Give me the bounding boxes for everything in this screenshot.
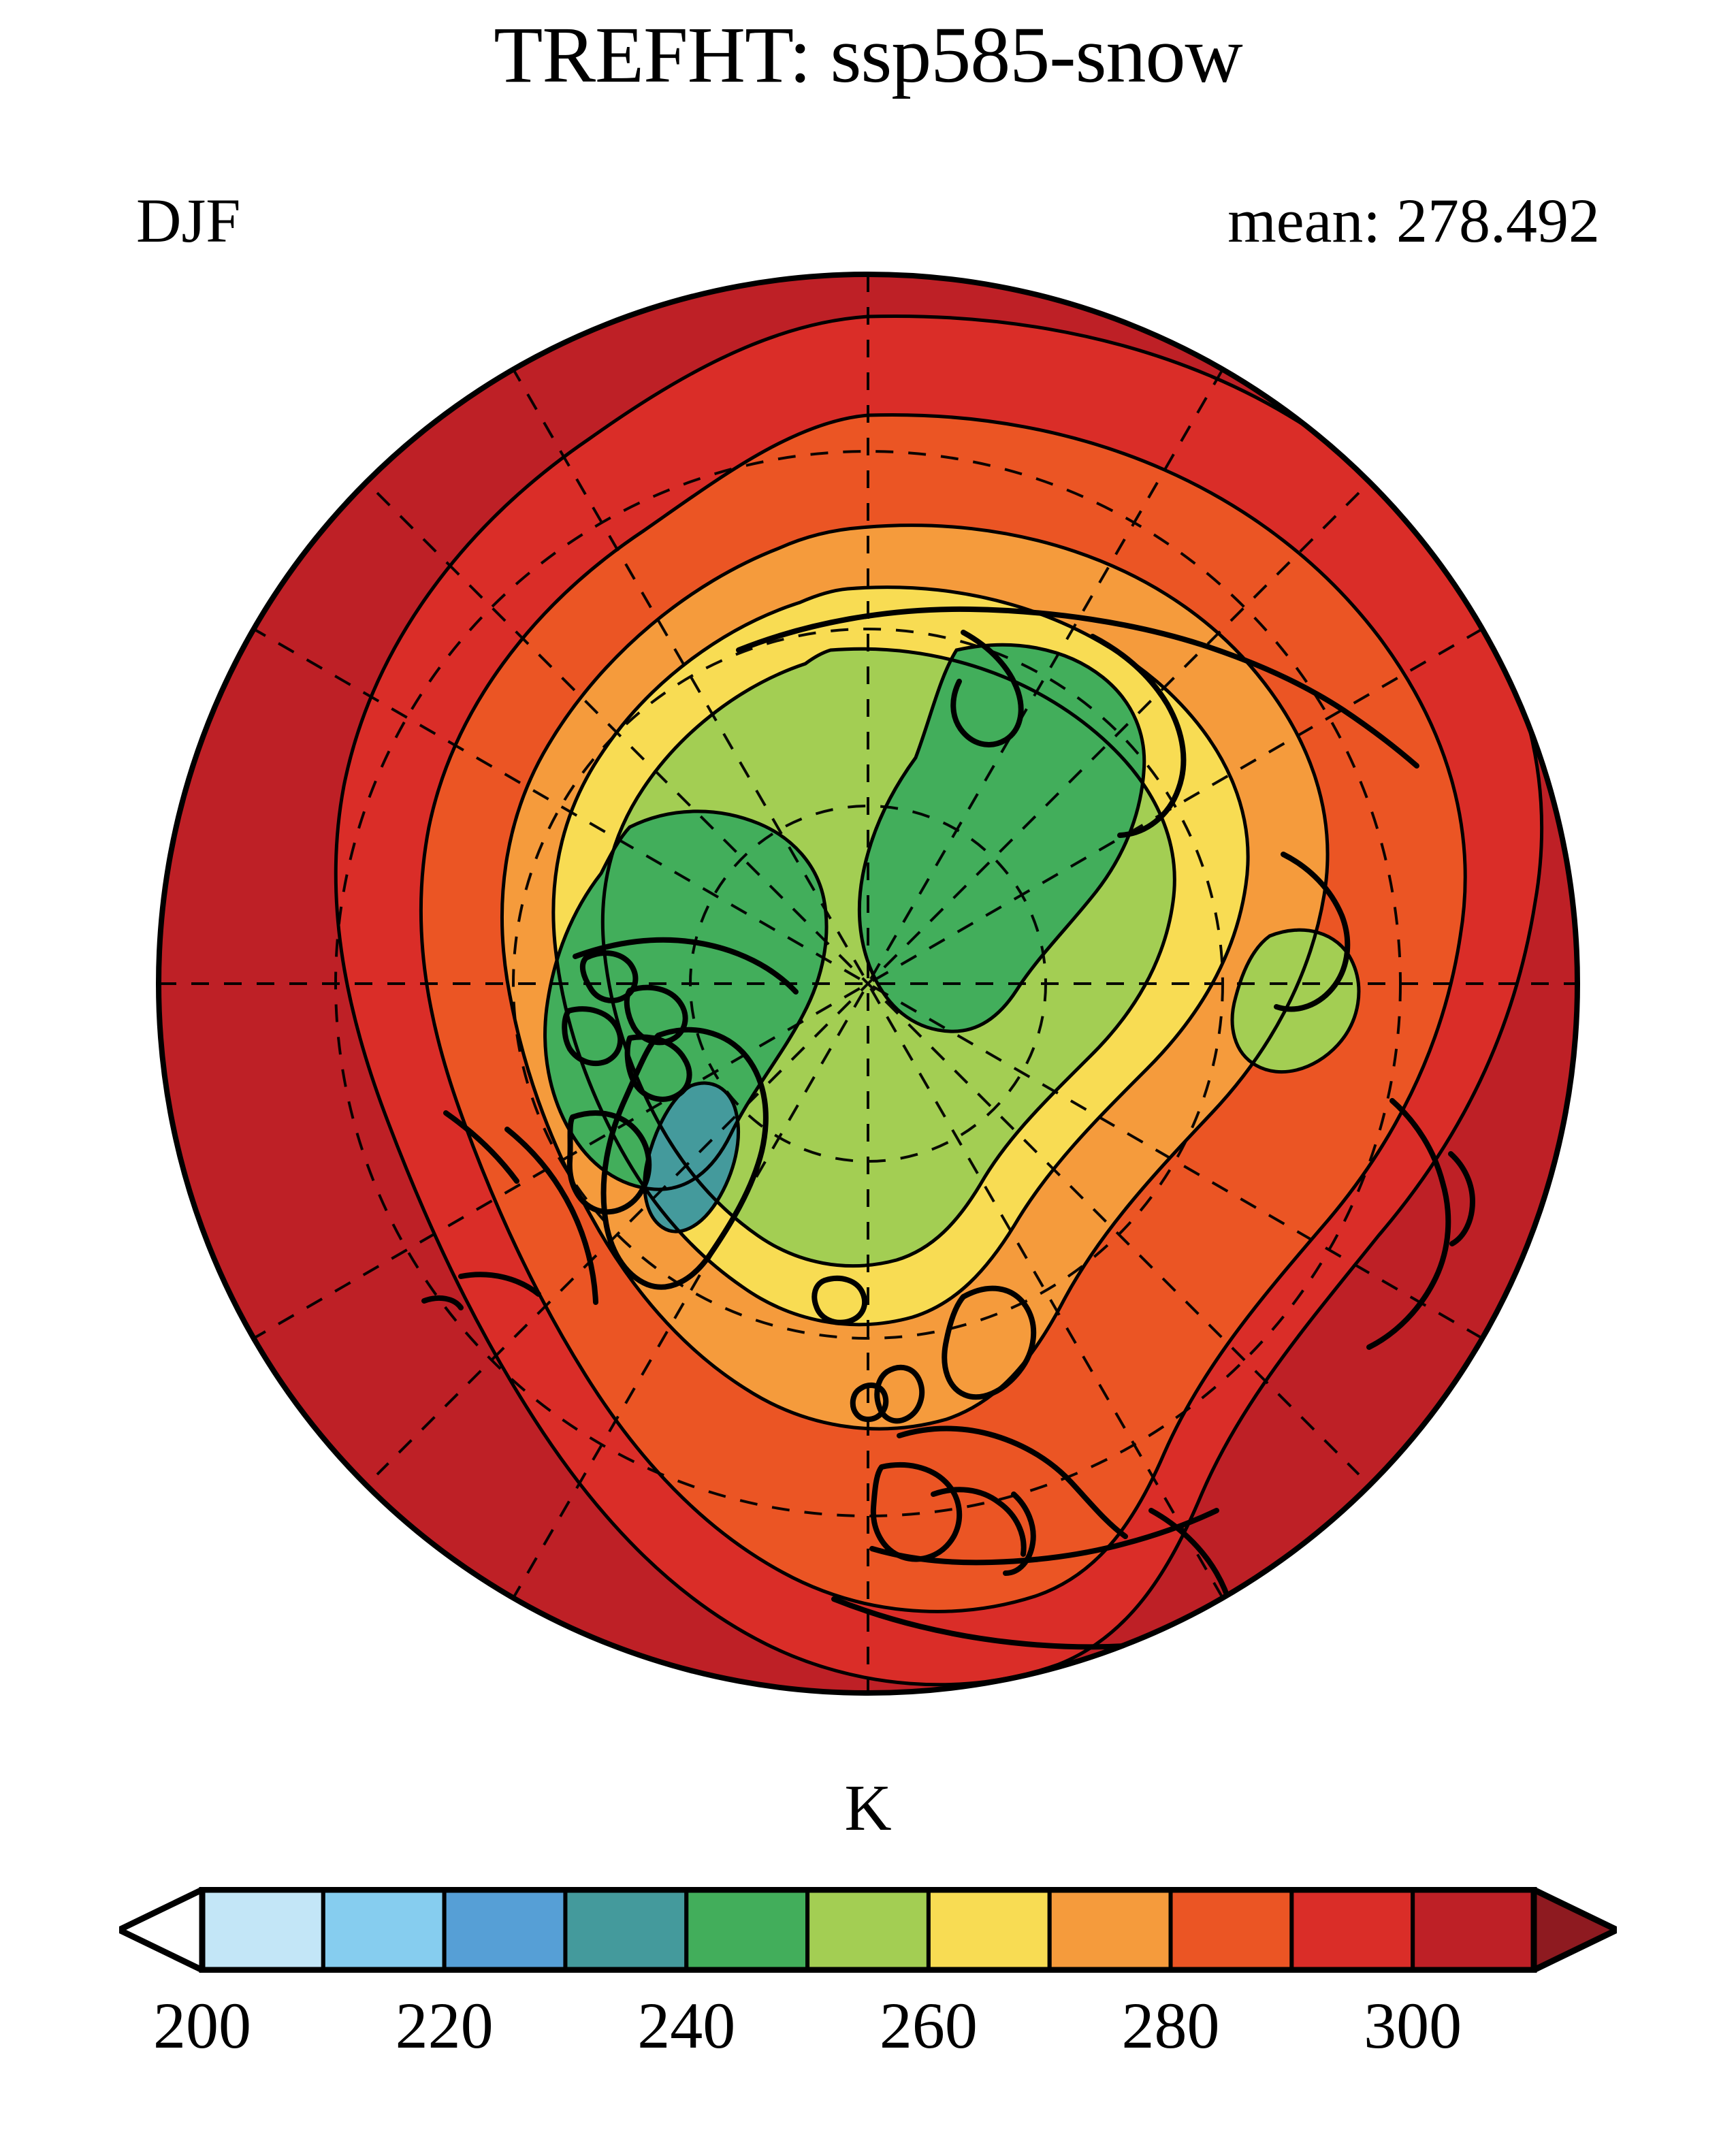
contour-band-250-260-east (1232, 930, 1359, 1072)
contour-band-240-250-siberia (859, 645, 1144, 1032)
colorbar-tick-200: 200 (153, 1989, 251, 2062)
colorbar-tick-300: 300 (1364, 1989, 1462, 2062)
colorbar-band-300-310[interactable] (1411, 1888, 1536, 1972)
colorbar-frame (199, 1887, 1537, 1973)
latitude-circle-40 (512, 628, 1224, 1340)
colorbar-tick-280: 280 (1121, 1989, 1220, 2062)
colorbar-bands[interactable] (200, 1888, 1536, 1972)
colorbar-band-260-270[interactable] (926, 1888, 1052, 1972)
colorbar-over-arrow (1530, 1887, 1617, 1973)
contour-fill-layer (159, 274, 1577, 1693)
colorbar-tick-220: 220 (395, 1989, 494, 2062)
colorbar-tick-labels: 200 220 240 260 280 300 (0, 1993, 1736, 2082)
colorbar-band-250-260[interactable] (805, 1888, 931, 1972)
contour-band-230-240-ice-core (644, 1083, 739, 1232)
polar-stereographic-map (153, 269, 1583, 1698)
colorbar-tick-260: 260 (879, 1989, 978, 2062)
colorbar-band-230-240[interactable] (563, 1888, 689, 1972)
colorbar-band-280-290[interactable] (1168, 1888, 1294, 1972)
colorbar-tick-240: 240 (637, 1989, 736, 2062)
colorbar-unit-label: K (844, 1771, 892, 1844)
colorbar-band-210-220[interactable] (321, 1888, 447, 1972)
graticule-layer (159, 274, 1577, 1693)
colorbar-band-240-250[interactable] (684, 1888, 810, 1972)
colorbar[interactable] (119, 1887, 1617, 1973)
meridian-lines (159, 274, 1577, 1693)
page-title: TREFHT: ssp585-snow (494, 10, 1242, 99)
colorbar-band-200-210[interactable] (200, 1888, 325, 1972)
season-label: DJF (136, 186, 241, 255)
field-mean-label: mean: 278.492 (1227, 186, 1600, 255)
colorbar-under-arrow (119, 1887, 206, 1973)
colorbar-band-270-280[interactable] (1047, 1888, 1173, 1972)
colorbar-band-220-230[interactable] (442, 1888, 568, 1972)
globe-outline (156, 272, 1580, 1696)
colorbar-band-290-300[interactable] (1289, 1888, 1415, 1972)
coastline-layer (421, 606, 1475, 1652)
contour-band-240-250-greenland (545, 811, 827, 1190)
